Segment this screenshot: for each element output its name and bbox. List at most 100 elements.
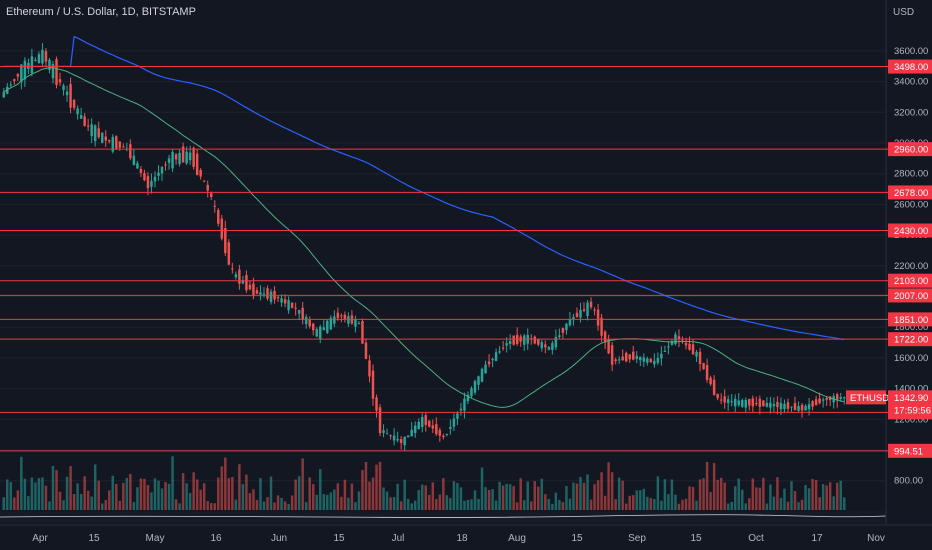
candle-body <box>2 92 5 98</box>
candle-body <box>755 403 758 405</box>
candle-body <box>575 312 579 317</box>
x-tick-label: Jul <box>392 533 405 544</box>
candle-body <box>498 351 501 353</box>
candle-body <box>181 146 185 163</box>
volume-bar <box>51 465 55 510</box>
volume-bar <box>224 457 227 510</box>
volume-bar <box>438 494 442 510</box>
volume-bar <box>97 480 100 510</box>
candle-body <box>136 163 139 169</box>
volume-bar <box>470 499 473 510</box>
volume-bar <box>417 490 420 510</box>
volume-bar <box>635 490 638 510</box>
volume-bar <box>262 501 266 510</box>
candle-body <box>290 302 294 308</box>
candle-body <box>188 152 192 161</box>
volume-bar <box>157 480 160 510</box>
volume-bar <box>663 479 667 510</box>
volume-bar <box>522 500 526 510</box>
candle-body <box>582 309 586 311</box>
volume-bar <box>540 478 544 510</box>
volume-bar <box>234 499 238 510</box>
candle-body <box>540 342 544 349</box>
volume-bar <box>311 484 315 510</box>
candle-body <box>695 351 698 357</box>
volume-bar <box>195 479 199 510</box>
candle-body <box>463 398 466 411</box>
candle-body <box>424 415 427 425</box>
volume-bar <box>783 488 786 510</box>
volume-bar <box>670 479 674 510</box>
volume-bar <box>515 502 519 510</box>
candle-body <box>153 176 157 182</box>
candle-body <box>361 320 364 344</box>
volume-bar <box>294 479 297 510</box>
candle-body <box>804 405 807 411</box>
candle-body <box>255 290 259 294</box>
x-tick-label: 15 <box>571 533 583 544</box>
candle-body <box>41 49 44 64</box>
candle-body <box>751 398 755 407</box>
volume-bar <box>129 473 132 510</box>
candle-body <box>368 360 371 377</box>
volume-bar <box>600 472 603 510</box>
volume-bar <box>695 500 698 510</box>
candle-body <box>389 435 392 437</box>
volume-bar <box>649 498 653 510</box>
volume-bar <box>350 483 354 510</box>
volume-bar <box>65 476 69 510</box>
volume-bar <box>607 462 610 510</box>
candle-body <box>617 359 621 361</box>
candle-body <box>783 403 786 409</box>
candle-body <box>417 421 420 429</box>
candle-body <box>167 158 171 163</box>
candle-body <box>663 350 667 352</box>
candle-body <box>635 355 638 359</box>
candle-body <box>579 309 582 318</box>
candle-body <box>487 361 491 365</box>
candle-body <box>174 154 178 160</box>
volume-bar <box>188 492 192 510</box>
volume-bar <box>698 479 702 510</box>
volume-bar <box>818 497 821 510</box>
volume-bar <box>202 483 206 510</box>
volume-bar <box>751 478 755 510</box>
moving-average-slow <box>3 35 845 341</box>
candle-body <box>100 132 104 143</box>
y-tick-label: 3400.00 <box>894 77 928 88</box>
volume-bar <box>210 503 213 510</box>
y-tick-label: 1600.00 <box>894 353 928 364</box>
x-tick-label: 18 <box>456 533 468 544</box>
volume-bar <box>227 478 231 510</box>
x-tick-label: 17 <box>811 533 823 544</box>
volume-bar <box>220 466 224 510</box>
volume-bar <box>238 464 241 510</box>
volume-bar <box>44 485 48 510</box>
volume-bar <box>164 482 167 510</box>
volume-bar <box>150 492 153 510</box>
candle-body <box>304 316 308 325</box>
candle-body <box>115 136 118 149</box>
volume-bar <box>473 490 477 510</box>
candle-body <box>748 399 751 406</box>
volume-bar <box>389 497 392 510</box>
volume-bar <box>480 467 484 510</box>
candle-body <box>653 360 656 365</box>
level-badge <box>888 332 932 347</box>
volume-bar <box>354 502 357 510</box>
candle-body <box>456 413 459 419</box>
candle-body <box>220 218 224 239</box>
volume-bar <box>691 486 695 510</box>
volume-bar <box>308 477 311 510</box>
candle-body <box>206 184 209 191</box>
volume-bar <box>115 483 118 510</box>
volume-bar <box>772 496 776 510</box>
level-label: 2103.00 <box>894 276 928 287</box>
candle-body <box>473 381 477 393</box>
candle-body <box>30 56 34 74</box>
candle-body <box>512 335 515 345</box>
volume-bar <box>452 481 456 510</box>
volume-bar <box>610 472 614 510</box>
moving-average-fast <box>3 67 845 408</box>
